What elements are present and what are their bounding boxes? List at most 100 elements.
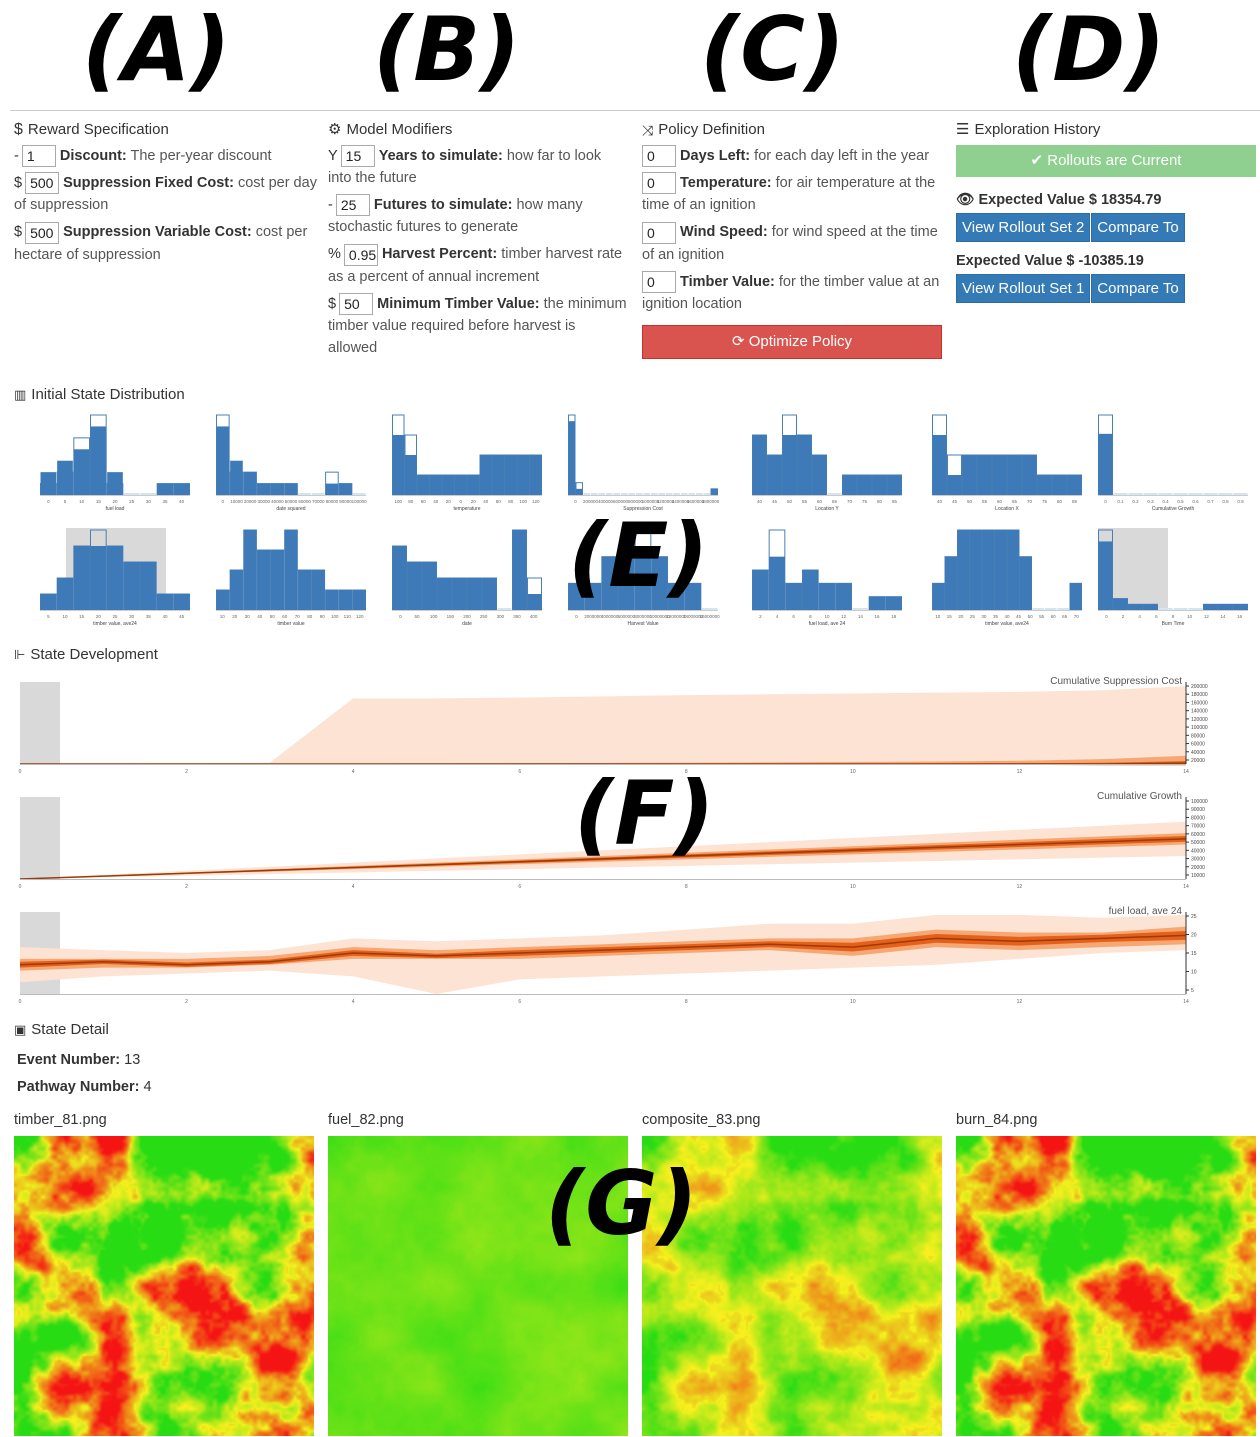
- histogram-bar: [618, 556, 635, 610]
- histogram-bar: [527, 594, 542, 610]
- temperature-input[interactable]: 0: [642, 172, 676, 195]
- histogram[interactable]: 5 10 15 20 25 30 35 40 45 timber value, ave24: [40, 528, 190, 627]
- image-icon: ▣: [14, 1021, 27, 1037]
- histogram[interactable]: 0 50 100 150 200 250 300 350 400 date: [392, 529, 542, 627]
- initial-state-title: ▥ Initial State Distribution: [14, 386, 185, 403]
- histogram-tick-label: 60: [421, 499, 427, 504]
- histogram-tick-label: 5: [64, 499, 67, 504]
- histogram-tick-label: 10: [62, 614, 68, 619]
- histogram-bar: [492, 455, 504, 495]
- min-timber-input[interactable]: 50: [339, 292, 374, 315]
- fuel-map-image[interactable]: [328, 1136, 628, 1436]
- harvest-input[interactable]: 0.95: [343, 243, 378, 266]
- histogram-bar: [752, 570, 769, 610]
- histogram-bar: [711, 488, 718, 495]
- time-brush[interactable]: [20, 797, 60, 879]
- variable-cost-input[interactable]: 500: [25, 221, 60, 244]
- histogram-bar: [1007, 455, 1022, 495]
- histogram-tick-label: 14000000: [683, 614, 704, 619]
- histogram-bar: [1233, 604, 1248, 610]
- y-tick-label: 10000: [1191, 873, 1205, 879]
- min-timber-row: $50 Minimum Timber Value: the minimum ti…: [328, 292, 628, 359]
- histogram-tick-label: 55: [982, 499, 988, 504]
- histogram-bar: [442, 475, 454, 495]
- days-input[interactable]: 0: [642, 145, 676, 168]
- histogram-tick-label: 200000: [583, 499, 599, 504]
- burn-map-image[interactable]: [956, 1136, 1256, 1436]
- histogram-bar: [887, 475, 902, 495]
- histogram-tick-label: 60: [997, 499, 1003, 504]
- histogram-tick-label: 90000: [339, 499, 352, 504]
- discount-input[interactable]: 1: [21, 145, 56, 168]
- x-tick-label: 12: [1017, 769, 1023, 775]
- futures-input[interactable]: 25: [335, 194, 370, 217]
- state-development-charts[interactable]: 2000001800001600001400001200001000008000…: [0, 672, 1260, 1012]
- histogram-empty-bar: [140, 493, 157, 495]
- x-tick-label: 14: [1183, 769, 1189, 775]
- compare-to-set-1-button[interactable]: Compare To: [1091, 274, 1185, 303]
- gear-icon: ⚙: [328, 121, 342, 138]
- histogram[interactable]: 100 80 60 40 20 0 20 40 60 80 100 120 temperature: [392, 414, 542, 512]
- time-brush[interactable]: [20, 682, 60, 764]
- view-rollout-set-2-button[interactable]: View Rollout Set 2: [956, 213, 1091, 242]
- histogram[interactable]: 2 4 6 8 10 12 14 16 18 fuel load, ave 24: [752, 529, 902, 627]
- fixed-cost-input[interactable]: 500: [25, 172, 60, 195]
- policy-panel: ⤨ Policy Definition 0 Days Left: for eac…: [642, 119, 942, 359]
- rollouts-current-button[interactable]: ✔ Rollouts are Current: [956, 145, 1256, 177]
- histogram-empty-bar: [658, 493, 665, 495]
- histogram[interactable]: 40 45 50 55 60 65 70 75 80 85 Location Y: [752, 414, 902, 512]
- histogram-empty-bar: [613, 493, 620, 495]
- histogram[interactable]: 0 10000 20000 30000 40000 50000 60000 70000 8000…: [216, 414, 367, 512]
- histogram[interactable]: 0 0.1 0.2 0.3 0.4 0.5 0.6 0.7 0.8 0.9 Cumulative G…: [1098, 414, 1248, 512]
- label-e: (E): [568, 504, 709, 607]
- histogram[interactable]: 0 5 10 15 20 25 30 35 40 fuel load: [40, 414, 190, 512]
- histogram-empty-bar: [1045, 608, 1057, 610]
- histogram-empty-bar: [852, 608, 869, 610]
- histogram[interactable]: 0 200000 400000 600000 800000100000012000001…: [568, 414, 720, 512]
- histogram-empty-bar: [298, 493, 311, 495]
- histogram-empty-bar: [1143, 493, 1158, 495]
- histogram-tick-label: 6: [792, 614, 795, 619]
- histogram-tick-label: 10: [1187, 614, 1193, 619]
- histogram-tick-label: 15: [947, 614, 953, 619]
- y-tick-label: 20000: [1191, 758, 1205, 764]
- histogram-bar: [885, 596, 902, 610]
- histogram-bar: [325, 483, 339, 495]
- histogram-bar: [651, 556, 668, 610]
- histogram-tick-label: 65: [832, 499, 838, 504]
- histogram-tick-label: 20: [958, 614, 964, 619]
- optimize-policy-button[interactable]: ⟳ Optimize Policy: [642, 324, 942, 359]
- histogram-tick-label: 40000: [271, 499, 284, 504]
- histogram-empty-bar: [1188, 608, 1203, 610]
- histogram-bar: [668, 583, 685, 610]
- compare-to-set-2-button[interactable]: Compare To: [1091, 213, 1185, 242]
- timber-input[interactable]: 0: [642, 270, 676, 293]
- histogram-empty-bar: [1233, 493, 1248, 495]
- wind-input[interactable]: 0: [642, 221, 676, 244]
- histogram[interactable]: 10 20 30 40 50 60 70 80 90 100 110 120 timber value: [216, 529, 367, 627]
- histogram[interactable]: 0 2 4 6 8 10 12 14 16 Burn Time: [1098, 528, 1248, 627]
- composite-map-image[interactable]: [642, 1136, 942, 1436]
- view-rollout-set-1-button[interactable]: View Rollout Set 1: [956, 274, 1091, 303]
- timber-map-image[interactable]: [14, 1136, 314, 1436]
- histogram-empty-bar: [673, 493, 680, 495]
- histogram-bar: [107, 546, 123, 610]
- policy-title: ⤨ Policy Definition: [642, 119, 942, 141]
- histogram[interactable]: 10 15 20 25 30 35 40 45 50 55 60 65 70 timber value, …: [932, 529, 1082, 627]
- histogram-bar: [243, 472, 257, 495]
- years-input[interactable]: 15: [340, 145, 375, 168]
- histogram[interactable]: 40 45 50 55 60 65 70 75 80 85 Location X: [932, 414, 1082, 512]
- histogram-empty-bar: [701, 608, 718, 610]
- histogram-empty-bar: [1173, 608, 1188, 610]
- histogram-empty-bar: [1113, 493, 1128, 495]
- label-a: (A): [82, 0, 231, 101]
- histogram-axis-label: timber value, ave24: [985, 621, 1029, 627]
- histogram[interactable]: 0 2000000 4000000 6000000 800000010000000120…: [568, 529, 720, 627]
- chart-series-name: Cumulative Growth: [1097, 791, 1182, 802]
- histogram-tick-label: 40: [483, 499, 489, 504]
- histogram-bar: [467, 475, 479, 495]
- development-chart[interactable]: 2000001800001600001400001200001000008000…: [19, 676, 1208, 775]
- development-chart[interactable]: 25 20 15 10 5 0 2 4 6 8 10 12 14 fuel load, ave 24: [19, 906, 1197, 1005]
- temperature-row: 0 Temperature: for air temperature at th…: [642, 172, 942, 216]
